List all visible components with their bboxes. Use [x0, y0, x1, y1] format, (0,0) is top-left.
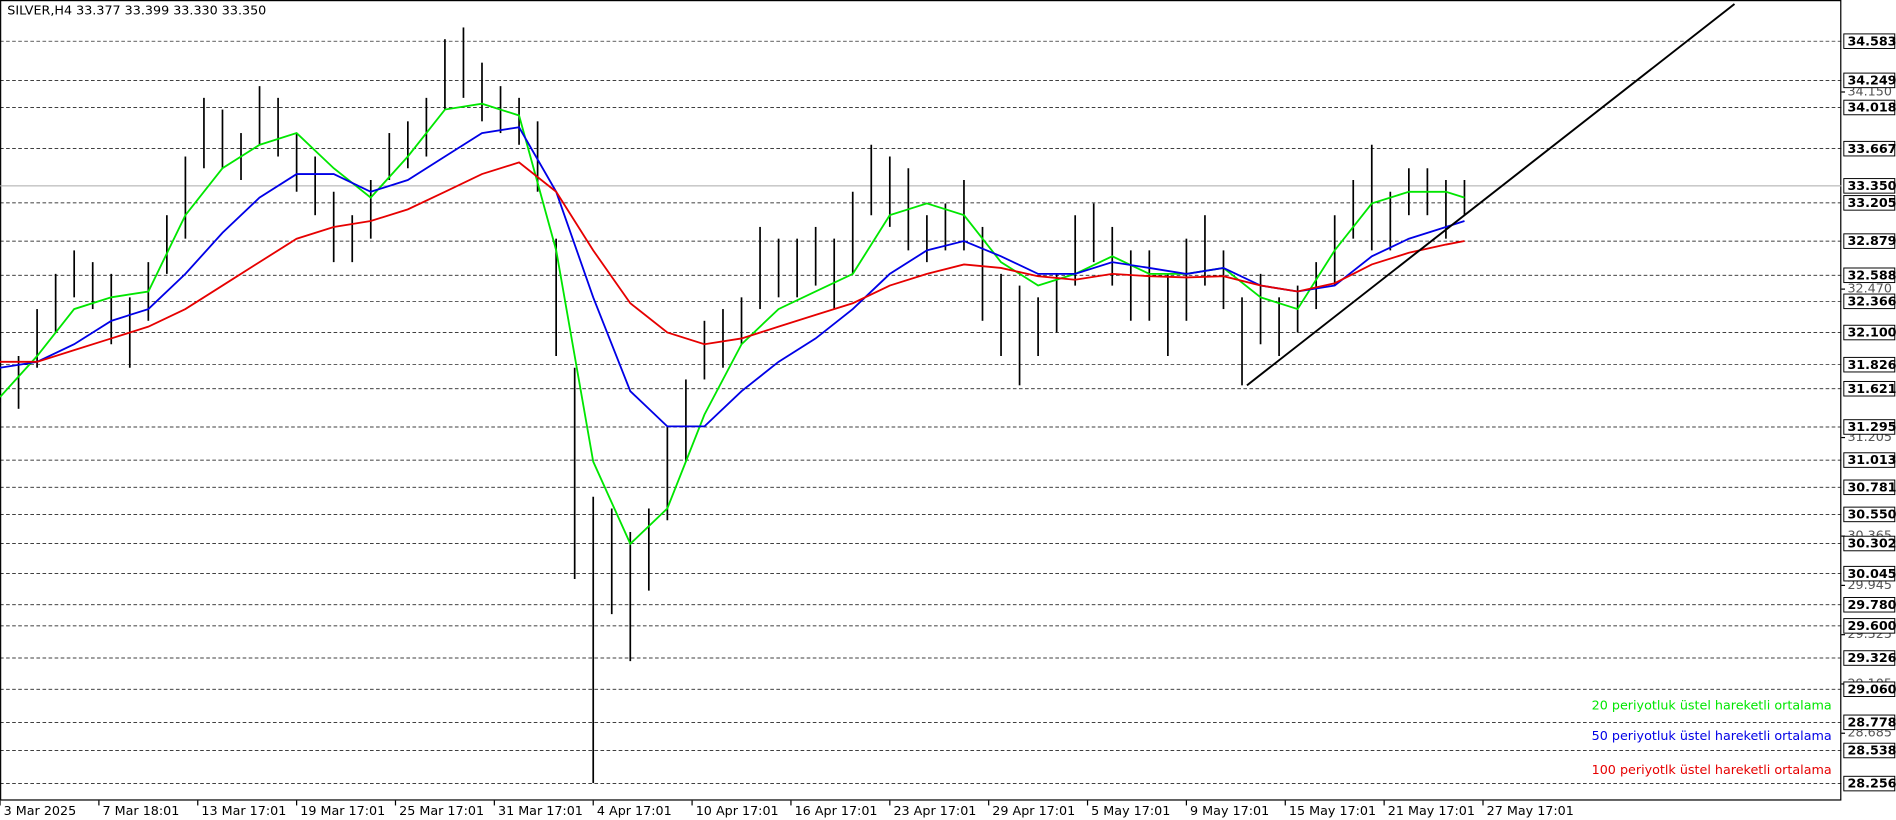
level-label: 30.781: [1847, 480, 1896, 495]
level-label-box: [1843, 742, 1896, 759]
level-label-box: [1843, 324, 1896, 341]
level-label-box: [1843, 452, 1896, 468]
level-label: 32.588: [1847, 268, 1896, 283]
level-label-box: [1843, 479, 1896, 496]
legend-entry: 20 periyotluk üstel hareketli ortalama: [1592, 698, 1832, 713]
level-label-box: [1843, 178, 1896, 194]
x-tick-label: 7 Mar 18:01: [103, 804, 180, 819]
legend-entry: 50 periyotluk üstel hareketli ortalama: [1592, 729, 1832, 744]
x-tick-label: 10 Apr 17:01: [696, 804, 779, 819]
level-label-box: [1843, 72, 1896, 89]
level-label: 28.778: [1847, 715, 1896, 730]
level-label: 32.879: [1847, 234, 1896, 249]
level-label: 33.205: [1847, 196, 1896, 211]
level-label-box: [1843, 293, 1896, 310]
level-label: 29.600: [1847, 619, 1896, 634]
x-tick-label: 27 May 17:01: [1487, 804, 1574, 819]
level-label-box: [1843, 267, 1896, 284]
level-label-box: [1843, 775, 1896, 792]
level-label-box: [1843, 233, 1896, 249]
level-label: 28.538: [1847, 744, 1896, 759]
level-label-box: [1843, 356, 1896, 373]
level-label: 30.045: [1847, 567, 1896, 582]
ema-line: [0, 161, 1465, 363]
level-label-box: [1843, 596, 1896, 613]
level-label: 30.550: [1847, 508, 1896, 523]
y-tick-label: 32.470: [1847, 282, 1892, 297]
level-label-box: [1843, 99, 1896, 116]
chart-title: SILVER,H4 33.377 33.399 33.330 33.350: [7, 3, 266, 18]
x-tick-label: 25 Mar 17:01: [399, 804, 484, 819]
x-tick-label: 29 Apr 17:01: [992, 804, 1075, 819]
level-label-box: [1843, 419, 1896, 435]
x-tick-label: 15 May 17:01: [1289, 804, 1376, 819]
x-tick-label: 5 May 17:01: [1091, 804, 1170, 819]
y-tick-label: 34.150: [1847, 84, 1892, 99]
level-label: 29.060: [1847, 682, 1896, 697]
legend-entry: 100 periyotlk üstel hareketli ortalama: [1592, 763, 1832, 778]
level-label-box: [1843, 535, 1896, 552]
level-label: 34.583: [1847, 34, 1896, 49]
level-label: 33.667: [1847, 142, 1896, 157]
x-tick-label: 19 Mar 17:01: [300, 804, 385, 819]
y-tick-label: 29.945: [1847, 578, 1892, 593]
x-tick-label: 3 Mar 2025: [4, 804, 77, 819]
level-label: 32.366: [1847, 294, 1896, 309]
level-label: 34.249: [1847, 73, 1896, 88]
level-label-box: [1843, 140, 1896, 157]
level-label: 31.013: [1847, 453, 1896, 468]
level-label: 28.256: [1847, 777, 1896, 792]
x-tick-label: 9 May 17:01: [1190, 804, 1269, 819]
plot-frame: [0, 0, 1842, 801]
ema-line: [0, 126, 1465, 428]
level-label-box: [1843, 650, 1896, 666]
x-tick-label: 21 May 17:01: [1388, 804, 1475, 819]
level-label: 32.100: [1847, 326, 1896, 341]
trendline: [1246, 3, 1736, 387]
x-tick-label: 13 Mar 17:01: [201, 804, 286, 819]
level-label: 33.350: [1847, 179, 1896, 194]
level-label-box: [1843, 380, 1896, 397]
ema-line: [0, 102, 1465, 546]
level-label: 29.780: [1847, 598, 1896, 613]
level-label: 29.326: [1847, 651, 1896, 666]
level-label: 30.302: [1847, 537, 1896, 552]
x-tick-label: 4 Apr 17:01: [597, 804, 672, 819]
level-label: 31.295: [1847, 420, 1896, 435]
x-tick-label: 31 Mar 17:01: [498, 804, 583, 819]
x-tick-label: 16 Apr 17:01: [795, 804, 878, 819]
level-label-box: [1843, 506, 1896, 523]
level-label-box: [1843, 565, 1896, 582]
level-label: 31.826: [1847, 358, 1896, 373]
level-label: 34.018: [1847, 101, 1896, 116]
level-label-box: [1843, 618, 1896, 634]
x-tick-label: 23 Apr 17:01: [893, 804, 976, 819]
level-label: 31.621: [1847, 382, 1896, 397]
level-label-box: [1843, 33, 1896, 49]
level-label-box: [1843, 714, 1896, 731]
level-label-box: [1843, 681, 1896, 698]
level-label-box: [1843, 195, 1896, 211]
